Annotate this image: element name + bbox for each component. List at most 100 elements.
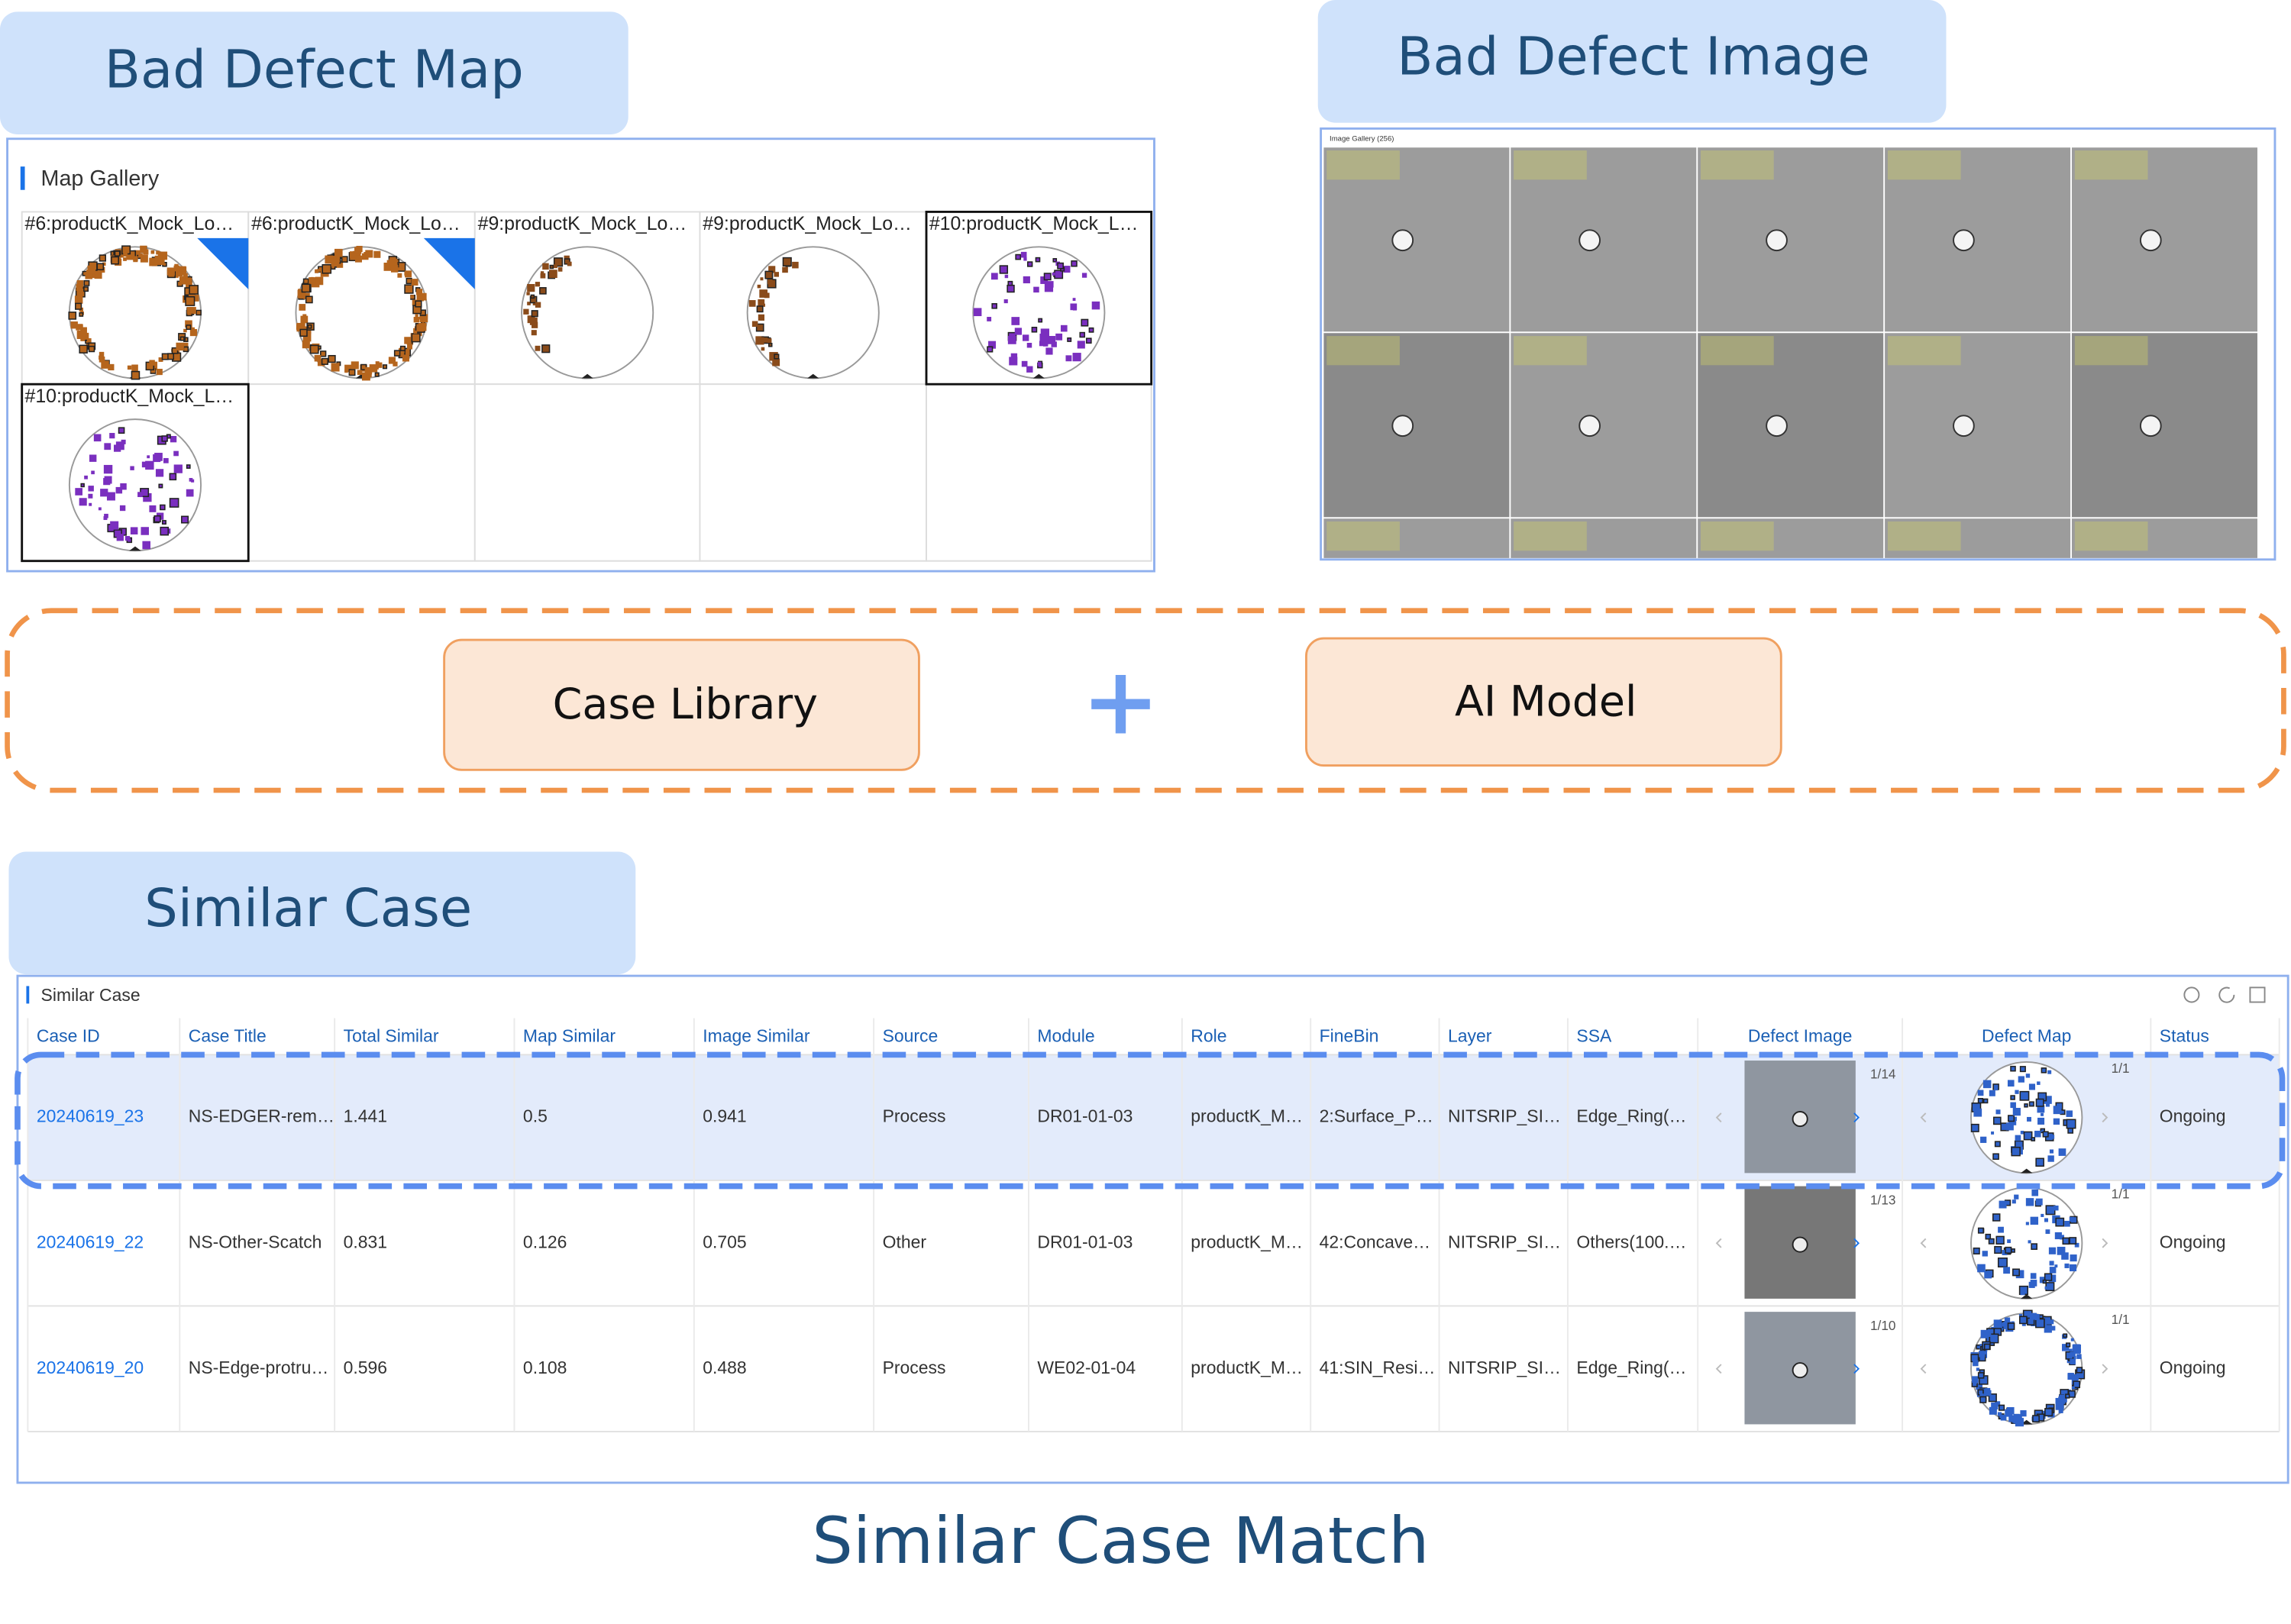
column-header: Case Title — [189, 1025, 267, 1045]
defect-dot — [1987, 1332, 1992, 1338]
defect-dot — [360, 363, 367, 370]
settings-icon[interactable] — [2183, 986, 2200, 1003]
table-cell: Ongoing — [2160, 1358, 2226, 1377]
defect-dot — [2058, 1148, 2066, 1156]
defect-dot — [764, 270, 774, 279]
defect-dot — [153, 454, 161, 463]
table-cell: 0.108 — [523, 1358, 567, 1377]
defect-dot — [79, 344, 88, 354]
defect-dot — [2010, 1102, 2016, 1109]
table-cell: 2:Surface_P… — [1320, 1106, 1433, 1126]
defect-dot — [748, 300, 756, 307]
defect-dot — [2004, 1317, 2011, 1323]
defect-dot — [169, 498, 179, 508]
defect-dot — [1991, 1131, 1995, 1135]
map-cell — [247, 383, 476, 562]
defect-dot — [2048, 1274, 2057, 1283]
sem-image — [1885, 333, 2071, 518]
defect-dot — [761, 347, 765, 351]
defect-dot — [171, 347, 179, 354]
defect-dot — [410, 295, 415, 299]
table-cell: NITSRIP_SI… — [1448, 1106, 1561, 1126]
table-cell: NS-Other-Scatch — [189, 1232, 322, 1251]
defect-dot — [2028, 1083, 2036, 1090]
defect-dot — [1021, 360, 1028, 367]
map-counter: 1/1 — [2112, 1187, 2130, 1202]
defect-dot — [133, 250, 141, 257]
defect-dot — [102, 262, 106, 266]
wafer — [1970, 1061, 2083, 1174]
defect-dot — [393, 350, 401, 357]
defect-dot — [307, 324, 312, 329]
defect-dot — [1995, 1235, 2005, 1245]
defect-dot — [161, 520, 166, 525]
defect-dot — [757, 284, 761, 289]
defect-dot — [2031, 1189, 2039, 1196]
defect-dot — [88, 486, 94, 492]
defect-dot — [2047, 1155, 2054, 1162]
defect-blob — [2139, 229, 2162, 252]
table-cell: Edge_Ring(… — [1576, 1106, 1686, 1126]
defect-dot — [106, 492, 115, 501]
defect-dot — [1031, 326, 1038, 333]
map-cell — [473, 383, 701, 562]
defect-dot — [2044, 1218, 2049, 1222]
defect-dot — [320, 350, 327, 357]
defect-dot — [130, 466, 134, 470]
defect-dot — [2058, 1396, 2063, 1402]
defect-dot — [2061, 1252, 2069, 1260]
defect-dot — [1982, 1080, 1992, 1089]
defect-dot — [1973, 1247, 1980, 1254]
next-arrow — [2102, 1238, 2108, 1248]
defect-dot — [397, 273, 402, 278]
defect-dot — [1047, 336, 1056, 344]
defect-dot — [411, 279, 418, 286]
defect-dot — [782, 257, 792, 266]
case-library-box — [443, 638, 920, 771]
defect-dot — [1042, 341, 1049, 347]
defect-dot — [1977, 1090, 1984, 1096]
defect-dot — [2053, 1118, 2060, 1125]
defect-dot — [2074, 1242, 2079, 1248]
column-header: Status — [2160, 1025, 2209, 1045]
defect-dot — [79, 312, 84, 317]
selected-check — [423, 237, 475, 289]
defect-dot — [399, 345, 406, 351]
defect-blob — [1578, 229, 1601, 252]
notch — [2021, 1168, 2033, 1174]
defect-dot — [2060, 1235, 2065, 1240]
grid-icon[interactable] — [2249, 986, 2266, 1003]
sem-image — [1511, 147, 1697, 332]
overlay-text — [1887, 521, 1961, 551]
defect-dot — [1976, 1344, 1981, 1350]
sem-image — [1323, 518, 1510, 558]
defect-dot — [418, 292, 427, 301]
prev-arrow — [1920, 1238, 1927, 1248]
defect-dot — [331, 363, 340, 372]
defect-dot — [110, 521, 119, 530]
defect-dot — [1973, 1360, 1979, 1367]
defect-dot — [354, 247, 362, 254]
column-header: Module — [1037, 1025, 1094, 1045]
defect-dot — [302, 333, 312, 342]
defect-dot — [170, 436, 177, 443]
defect-dot — [1057, 262, 1064, 270]
defect-dot — [2015, 1135, 2021, 1141]
defect-dot — [1020, 251, 1027, 258]
defect-dot — [1998, 1226, 2004, 1233]
defect-dot — [100, 489, 108, 497]
defect-dot — [158, 483, 163, 489]
defect-dot — [1989, 1406, 1997, 1415]
defect-dot — [1081, 273, 1087, 278]
ai-model-box — [1305, 637, 1782, 767]
defect-dot — [2011, 1248, 2015, 1253]
defect-dot — [2044, 1408, 2053, 1417]
defect-dot — [1072, 298, 1076, 302]
defect-dot — [2054, 1232, 2062, 1240]
defect-dot — [541, 344, 551, 354]
defect-dot — [1088, 327, 1094, 333]
defect-dot — [1977, 1098, 1984, 1104]
defect-dot — [1065, 355, 1072, 362]
refresh-icon[interactable] — [2218, 986, 2235, 1003]
defect-dot — [1026, 342, 1032, 348]
